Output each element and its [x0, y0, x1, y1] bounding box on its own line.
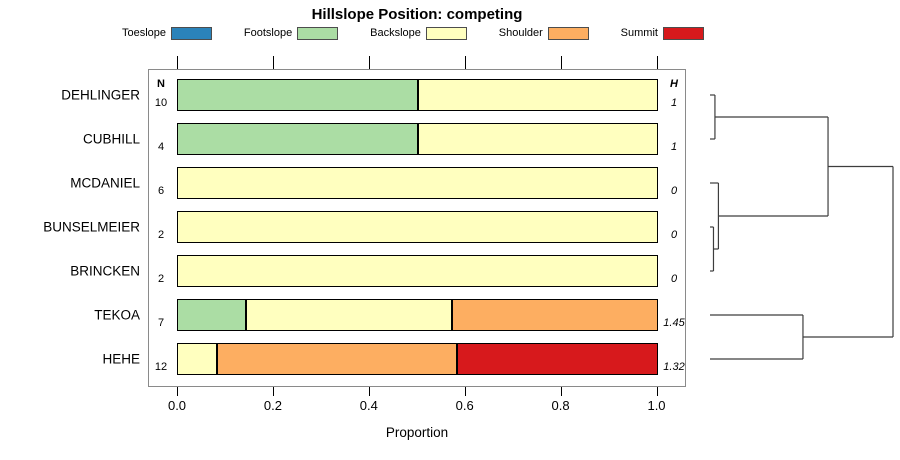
- bar-segment-shoulder: [216, 343, 458, 375]
- legend-item: Backslope: [370, 26, 467, 40]
- n-value: 7: [157, 317, 165, 329]
- axis-tick-top: [368, 56, 370, 69]
- axis-tick-top: [656, 56, 658, 69]
- h-value: 1.32: [663, 361, 685, 373]
- axis-tick-top: [272, 56, 274, 69]
- bar-segment-footslope: [177, 299, 246, 331]
- bar-segment-footslope: [177, 123, 418, 155]
- bar-segment-backslope: [177, 255, 658, 287]
- legend-item: Summit: [620, 26, 704, 40]
- row-label-hehe: HEHE: [102, 351, 140, 367]
- bar-row: [177, 123, 658, 155]
- bar-segment-backslope: [177, 211, 658, 243]
- n-value: 10: [154, 97, 168, 109]
- axis-tick-top: [464, 56, 466, 69]
- legend-item: Shoulder: [498, 26, 589, 40]
- bar-segment-backslope: [417, 79, 658, 111]
- row-label-bunselmeier: BUNSELMEIER: [43, 219, 140, 235]
- axis-tick-bottom: [560, 387, 562, 396]
- bar-segment-footslope: [177, 79, 418, 111]
- bar-segment-summit: [457, 343, 658, 375]
- h-value: 1: [670, 97, 678, 109]
- n-value: 4: [157, 141, 165, 153]
- axis-tick-label: 1.0: [647, 398, 666, 413]
- row-label-mcdaniel: MCDANIEL: [70, 175, 140, 191]
- axis-tick-bottom: [272, 387, 274, 396]
- n-value: 12: [154, 361, 168, 373]
- h-value: 0: [670, 229, 678, 241]
- axis-tick-bottom: [177, 387, 178, 396]
- chart-title: Hillslope Position: competing: [311, 6, 523, 23]
- legend-item-label: Toeslope: [122, 27, 167, 39]
- bar-row: [177, 79, 658, 111]
- n-value: 2: [157, 229, 165, 241]
- legend-color-swatch: [547, 26, 589, 40]
- axis-tick-top: [177, 56, 178, 69]
- legend-item-label: Footslope: [243, 27, 293, 39]
- bar-segment-shoulder: [451, 299, 658, 331]
- row-label-dehlinger: DEHLINGER: [61, 87, 140, 103]
- axis-tick-label: 0.4: [359, 398, 378, 413]
- row-label-brincken: BRINCKEN: [70, 263, 140, 279]
- bar-segment-backslope: [417, 123, 658, 155]
- legend-item: Footslope: [243, 26, 339, 40]
- legend-item-label: Backslope: [370, 27, 421, 39]
- legend-item-label: Summit: [620, 27, 658, 39]
- axis-tick-bottom: [656, 387, 658, 396]
- bar-row: [177, 255, 658, 287]
- legend-color-swatch: [662, 26, 704, 40]
- bar-row: [177, 299, 658, 331]
- h-value: 0: [670, 185, 678, 197]
- legend-item-label: Shoulder: [498, 27, 543, 39]
- row-label-cubhill: CUBHILL: [82, 131, 140, 147]
- x-axis-title: Proportion: [385, 425, 449, 440]
- bar-segment-backslope: [245, 299, 452, 331]
- bar-row: [177, 343, 658, 375]
- legend-item: Toeslope: [122, 26, 213, 40]
- axis-tick-bottom: [464, 387, 466, 396]
- axis-tick-label: 0.8: [551, 398, 570, 413]
- axis-tick-label: 0.6: [455, 398, 474, 413]
- bar-segment-backslope: [177, 343, 217, 375]
- axis-tick-top: [560, 56, 562, 69]
- legend-color-swatch: [425, 26, 467, 40]
- h-value: 1.45: [663, 317, 685, 329]
- axis-tick-label: 0.0: [167, 398, 187, 413]
- axis-tick-bottom: [368, 387, 370, 396]
- h-value: 1: [670, 141, 678, 153]
- legend-color-swatch: [171, 26, 213, 40]
- bar-row: [177, 167, 658, 199]
- bar-row: [177, 211, 658, 243]
- h-value: 0: [670, 273, 678, 285]
- legend-color-swatch: [297, 26, 339, 40]
- h-column-header: H: [670, 78, 678, 90]
- n-value: 2: [157, 273, 165, 285]
- bar-segment-backslope: [177, 167, 658, 199]
- n-value: 6: [157, 185, 165, 197]
- row-label-tekoa: TEKOA: [94, 307, 140, 323]
- n-column-header: N: [157, 78, 165, 90]
- legend: Toeslope Footslope Backslope Shoulder Summit: [122, 25, 704, 41]
- axis-tick-label: 0.2: [263, 398, 282, 413]
